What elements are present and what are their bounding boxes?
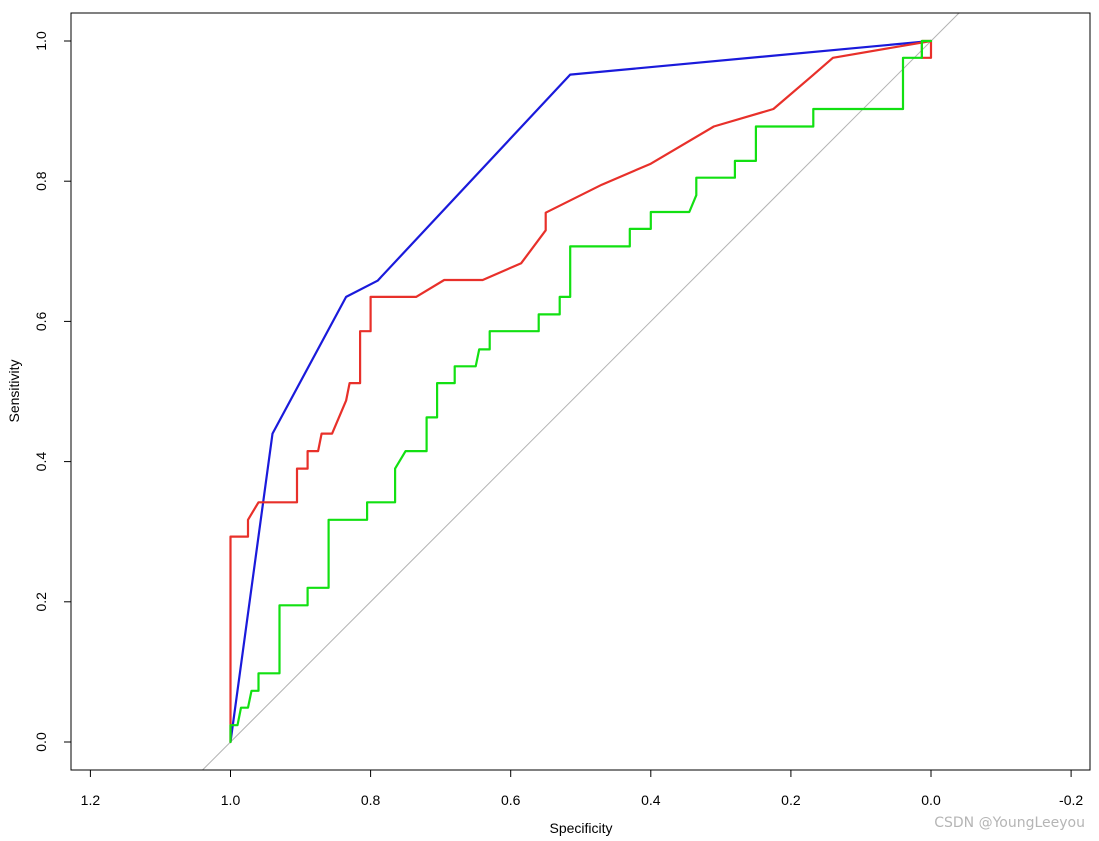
x-tick-label: 1.2 — [81, 792, 101, 808]
x-tick-label: 0.8 — [361, 792, 381, 808]
y-axis-title: Sensitivity — [6, 359, 22, 422]
x-tick-label: 1.0 — [221, 792, 241, 808]
y-tick-label: 0.8 — [33, 171, 49, 191]
reference-diagonal-line — [202, 13, 960, 770]
y-tick-label: 1.0 — [33, 31, 49, 51]
y-tick-label: 0.0 — [33, 732, 49, 752]
x-tick-label: 0.6 — [501, 792, 521, 808]
x-tick-label: 0.4 — [641, 792, 661, 808]
y-tick-label: 0.2 — [33, 592, 49, 612]
roc-curve-red — [229, 39, 933, 744]
roc-curve-blue — [229, 39, 933, 744]
x-tick-label: 0.2 — [781, 792, 801, 808]
watermark-text: CSDN @YoungLeeyou — [934, 815, 1085, 831]
y-axis: 0.0 0.2 0.4 0.6 0.8 1.0 — [33, 31, 72, 752]
x-axis-title: Specificity — [549, 820, 612, 836]
y-tick-label: 0.4 — [33, 452, 49, 472]
roc-curves-layer — [229, 39, 933, 744]
x-tick-label: 0.0 — [921, 792, 941, 808]
y-tick-label: 0.6 — [33, 311, 49, 331]
roc-curve-green — [229, 39, 933, 744]
reference-line-layer — [202, 13, 960, 770]
x-tick-label: -0.2 — [1059, 792, 1083, 808]
x-axis: 1.2 1.0 0.8 0.6 0.4 0.2 0.0 -0.2 — [81, 769, 1083, 808]
